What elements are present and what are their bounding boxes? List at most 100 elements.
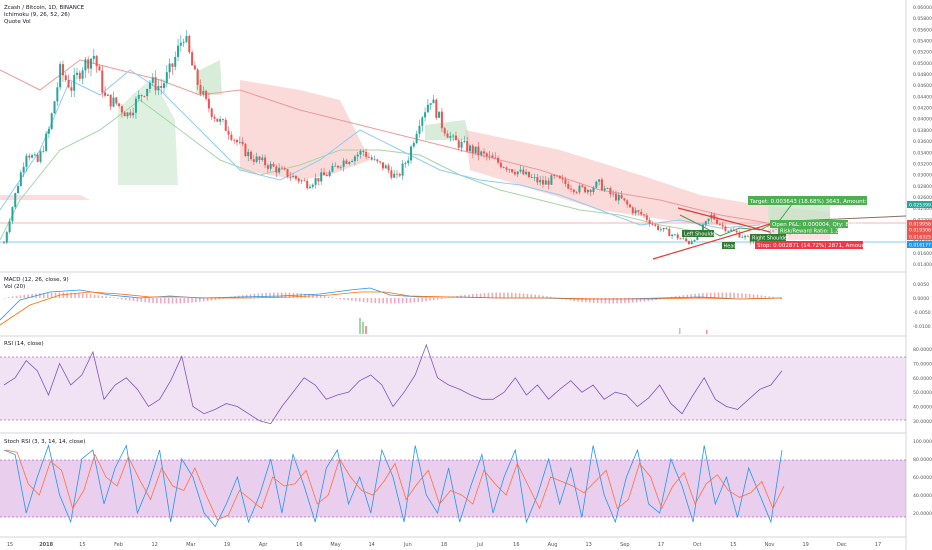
- time-tick-label: 12: [151, 542, 157, 548]
- candle: [676, 232, 679, 240]
- candle: [5, 230, 8, 245]
- candle: [730, 227, 733, 232]
- time-tick-label: Oct: [693, 542, 702, 548]
- svg-text:Target: 0.003643 (18.68%) 3643: Target: 0.003643 (18.68%) 3643, Amount: …: [749, 199, 891, 205]
- candle: [438, 111, 441, 118]
- time-tick-label: Mar: [186, 542, 196, 548]
- candle: [193, 61, 196, 70]
- macd-bar: [7, 296, 10, 298]
- candle: [137, 90, 140, 101]
- candle: [564, 176, 567, 187]
- candle: [673, 234, 676, 236]
- time-tick-label: Nov: [765, 542, 775, 548]
- macd-bar: [382, 298, 384, 304]
- candle: [367, 152, 370, 158]
- time-axis[interactable]: 15 2018 15 Feb 12 Mar 19 Apr 16 May 14 Jun 18 Jul 16 Au…: [7, 542, 881, 548]
- macd-bar: [608, 298, 611, 304]
- macd-bar: [82, 293, 84, 298]
- macd-bar: [54, 292, 57, 298]
- candle: [308, 184, 311, 189]
- time-tick-label: 15: [730, 542, 736, 548]
- candle: [738, 230, 741, 238]
- candle: [351, 159, 354, 163]
- macd-bar: [66, 292, 68, 298]
- candle: [73, 67, 76, 97]
- candle: [550, 173, 553, 185]
- candle: [283, 166, 286, 171]
- macd-bar: [643, 298, 646, 302]
- stoch-axis[interactable]: 100.0000 80.0000 60.0000 40.0000 20.0000: [913, 439, 932, 517]
- macd-bar: [538, 295, 540, 298]
- macd-bar: [117, 298, 119, 299]
- candle: [67, 74, 70, 89]
- candle: [36, 152, 39, 163]
- candle: [297, 177, 300, 184]
- candle: [95, 54, 98, 73]
- rsi-axis[interactable]: 80.0000 70.0000 60.0000 50.0000 40.0000 30.00…: [913, 347, 932, 425]
- candle: [98, 64, 101, 71]
- macd-bar: [409, 298, 412, 303]
- candle: [280, 165, 283, 169]
- candle: [561, 174, 564, 183]
- candle: [300, 179, 303, 185]
- candle: [527, 171, 530, 178]
- candle: [541, 176, 544, 188]
- candle: [353, 154, 356, 166]
- time-tick-label: 13: [585, 542, 591, 548]
- time-tick-label: Dec: [837, 542, 847, 548]
- candle: [665, 227, 668, 230]
- indicator-title: Ichimoku (9, 26, 52, 26): [4, 12, 70, 18]
- candle: [356, 151, 359, 162]
- macd-bar: [284, 292, 287, 298]
- ichimoku-lines: [0, 59, 831, 241]
- macd-bar: [152, 298, 154, 303]
- macd-axis[interactable]: 0.0050 0.0000 -0.0050 -0.0100: [913, 282, 931, 330]
- macd-bar: [780, 298, 782, 300]
- macd-bar: [526, 293, 529, 298]
- candle: [334, 162, 337, 167]
- candle: [497, 155, 500, 165]
- candle: [410, 144, 413, 164]
- candle: [255, 152, 258, 164]
- time-tick-label: Sep: [620, 542, 629, 548]
- candle: [499, 160, 502, 169]
- macd-tick-label: -0.0050: [913, 310, 931, 316]
- rsi-tick-label: 80.0000: [913, 347, 932, 353]
- time-tick-label: 2018: [39, 542, 53, 548]
- macd-bar: [386, 298, 388, 304]
- time-tick-label: Feb: [114, 542, 123, 548]
- candle: [612, 190, 615, 198]
- macd-bar: [331, 297, 334, 298]
- macd-bar: [257, 293, 260, 298]
- macd-bar: [339, 298, 341, 300]
- candle: [575, 190, 578, 195]
- candle: [483, 148, 486, 158]
- head-label: Head: [722, 242, 737, 250]
- candle: [207, 92, 210, 113]
- macd-bar: [27, 294, 29, 298]
- candle: [690, 239, 693, 245]
- candle: [609, 186, 612, 198]
- time-tick-label: 15: [79, 542, 85, 548]
- macd-bar: [592, 298, 595, 303]
- macd-bar: [124, 298, 127, 300]
- candle: [657, 224, 660, 232]
- macd-bar: [394, 298, 396, 304]
- candle: [250, 149, 253, 161]
- macd-bar: [737, 293, 739, 298]
- macd-bar: [425, 298, 427, 302]
- macd-bar: [518, 293, 521, 298]
- candle: [151, 73, 154, 87]
- candle: [654, 223, 657, 228]
- candle: [398, 172, 401, 178]
- candle: [61, 60, 64, 82]
- svg-text:0.019958: 0.019958: [909, 222, 931, 228]
- macd-bar: [483, 293, 486, 298]
- macd-bar: [596, 298, 599, 304]
- time-tick-label: Jul: [476, 542, 483, 548]
